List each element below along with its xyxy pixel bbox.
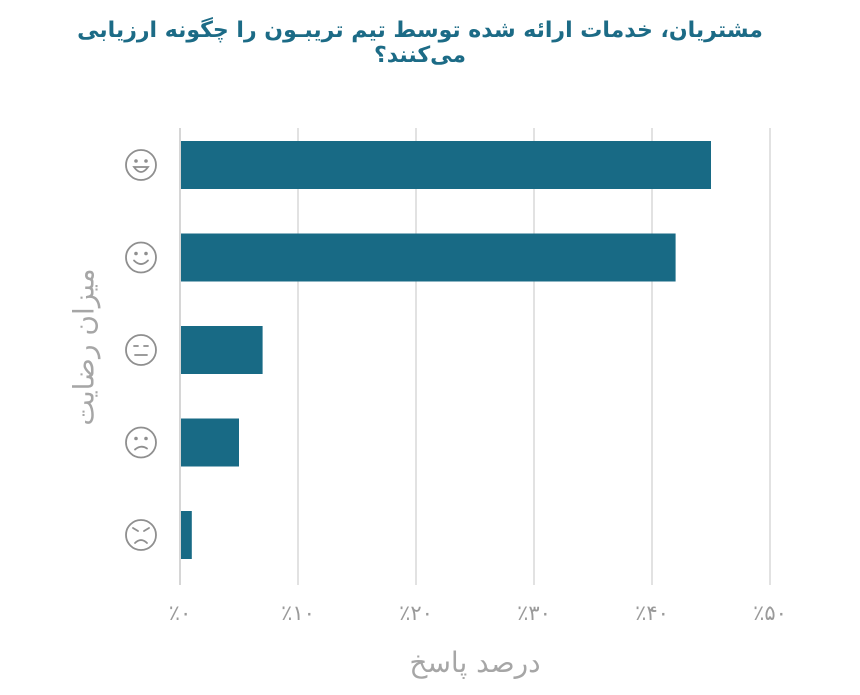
bar bbox=[181, 141, 711, 189]
bar bbox=[181, 418, 239, 467]
x-tick-label: ٪۴۰ bbox=[635, 601, 669, 625]
category-icons bbox=[125, 149, 157, 551]
grid-lines bbox=[179, 128, 771, 585]
very-satisfied-face-icon bbox=[125, 149, 157, 181]
x-tick-label: ٪۵۰ bbox=[753, 601, 787, 625]
neutral-face-icon bbox=[125, 334, 157, 366]
x-tick-label: ٪۱۰ bbox=[281, 601, 315, 625]
x-tick-labels: ٪۰ ٪۱۰ ٪۲۰ ٪۳۰ ٪۴۰ ٪۵۰ bbox=[169, 601, 787, 625]
bar bbox=[181, 233, 676, 282]
x-tick-label: ٪۲۰ bbox=[399, 601, 433, 625]
x-axis-label: درصد پاسخ bbox=[409, 646, 541, 679]
bar bbox=[181, 326, 263, 374]
satisfied-face-icon bbox=[125, 241, 157, 274]
dissatisfied-face-icon bbox=[125, 426, 157, 459]
very-dissatisfied-face-icon bbox=[125, 519, 157, 551]
x-tick-label: ٪۰ bbox=[169, 601, 192, 625]
x-tick-label: ٪۳۰ bbox=[517, 601, 551, 625]
bars bbox=[181, 141, 711, 559]
chart-title: مشتریان، خدمات ارائه شده توسط تیم تریبـو… bbox=[77, 18, 763, 68]
bar bbox=[181, 511, 192, 559]
